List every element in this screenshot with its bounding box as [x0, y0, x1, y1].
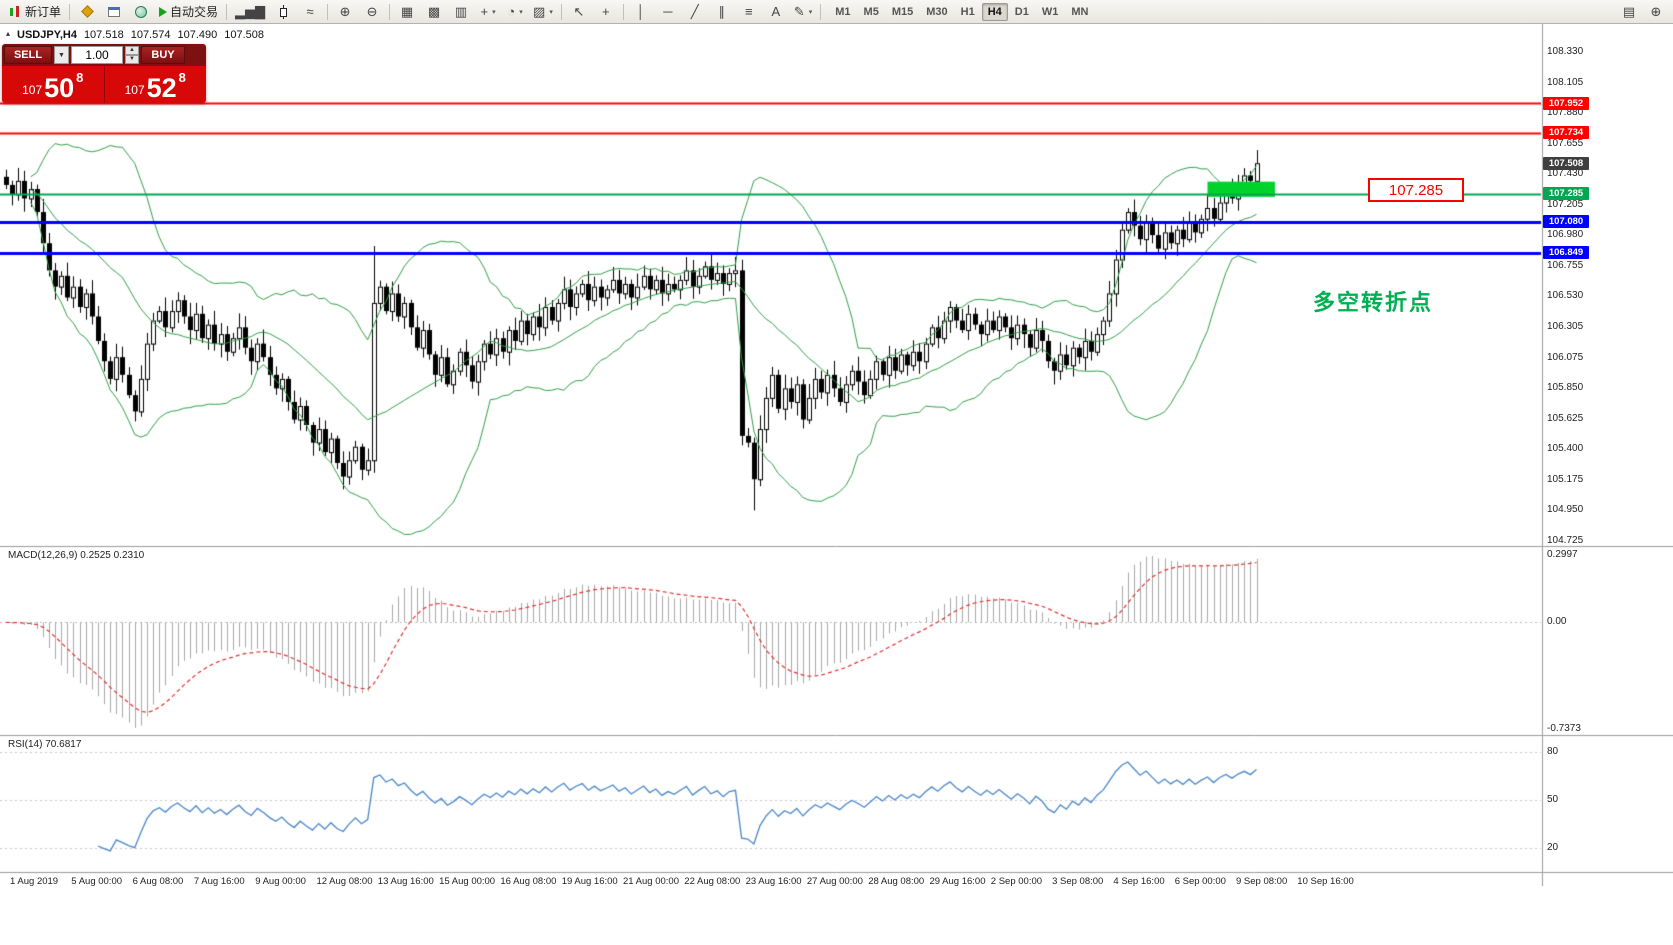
templates-button[interactable]: ▨ ▾: [533, 4, 553, 19]
periods-button[interactable]: ◔ ▾: [507, 4, 523, 19]
timeframe-m15[interactable]: M15: [891, 5, 914, 18]
line-chart-icon[interactable]: ≈: [306, 4, 314, 19]
timeframe-m1[interactable]: M1: [835, 5, 851, 18]
toolbar-separator: [327, 3, 329, 20]
volume-input[interactable]: [71, 46, 123, 64]
timeframe-h4[interactable]: H4: [981, 2, 1008, 21]
zoom-out-icon[interactable]: ⊖: [366, 4, 378, 19]
toolbar-separator: [820, 3, 822, 20]
zoom-in-icon[interactable]: ⊕: [339, 4, 351, 19]
horizontal-line-icon[interactable]: ─: [663, 4, 673, 19]
sell-price-point: 8: [76, 70, 84, 85]
buy-button[interactable]: BUY: [141, 46, 185, 64]
toolbar-separator: [560, 3, 562, 20]
channel-icon[interactable]: ∥: [718, 4, 726, 19]
cascade-windows-icon[interactable]: ▩: [427, 4, 441, 19]
toolbar-separator: [622, 3, 624, 20]
buy-price-point: 8: [178, 70, 186, 85]
autotrading-icon: [159, 6, 168, 17]
trade-panel-controls: SELL ▼ ▲ ▼ BUY: [2, 44, 206, 66]
buy-price-pips: 52: [146, 73, 177, 103]
new-order-icon: [8, 5, 22, 19]
timeframe-group: M1 M5 M15 M30 H1 H4 D1 W1 MN: [829, 2, 1094, 21]
one-click-trading-panel: SELL ▼ ▲ ▼ BUY 107 50 8 107 52 8: [2, 44, 206, 103]
quote-low: 107.490: [177, 29, 218, 41]
symbol-name: USDJPY,H4: [17, 29, 77, 41]
autotrading-button[interactable]: 自动交易: [155, 1, 222, 23]
quote-high: 107.574: [130, 29, 171, 41]
data-window-icon[interactable]: [101, 1, 127, 23]
sell-price-base: 107: [22, 83, 43, 97]
toolbar-separator: [226, 3, 228, 20]
chart-canvas[interactable]: [0, 24, 1673, 945]
volume-spinner: ▲ ▼: [125, 46, 139, 64]
indicators-button[interactable]: + ▾: [480, 4, 496, 19]
trade-panel-prices: 107 50 8 107 52 8: [2, 66, 206, 103]
timeframe-h1[interactable]: H1: [960, 5, 975, 18]
data-window-icon-icon: [108, 6, 121, 17]
collapse-icon[interactable]: ▴: [6, 29, 11, 38]
volume-dropdown[interactable]: ▼: [54, 46, 69, 64]
sell-price-pips: 50: [44, 73, 75, 103]
sell-price[interactable]: 107 50 8: [2, 66, 105, 103]
candlestick-chart-icon-icon: [279, 4, 288, 19]
buy-price[interactable]: 107 52 8: [104, 66, 206, 103]
bar-chart-icon[interactable]: ▂▅▇: [235, 4, 266, 19]
navigator-icon-icon: [135, 5, 148, 18]
navigator-icon[interactable]: [128, 1, 154, 23]
timeframe-d1[interactable]: D1: [1014, 5, 1029, 18]
trendline-icon[interactable]: ╱: [690, 4, 699, 19]
arrange-icon[interactable]: ▥: [454, 4, 468, 19]
toolbar-separator: [69, 3, 71, 20]
macd-indicator-label: MACD(12,26,9) 0.2525 0.2310: [8, 550, 145, 561]
vertical-line-icon[interactable]: │: [636, 4, 645, 19]
fibonacci-icon[interactable]: ≡: [745, 4, 753, 19]
sell-button[interactable]: SELL: [4, 46, 52, 64]
text-tool-icon[interactable]: A: [771, 4, 781, 19]
timeframe-w1[interactable]: W1: [1041, 5, 1059, 18]
timeframe-mn[interactable]: MN: [1071, 5, 1089, 18]
timeframe-m30[interactable]: M30: [926, 5, 948, 18]
market-watch-icon[interactable]: [74, 1, 100, 23]
price-level-label[interactable]: 107.285: [1368, 178, 1464, 202]
timeframe-m5[interactable]: M5: [863, 5, 879, 18]
new-order-button[interactable]: 新订单: [4, 1, 65, 23]
print-icon[interactable]: ▤: [1622, 4, 1636, 19]
buy-price-base: 107: [124, 83, 145, 97]
rsi-indicator-label: RSI(14) 70.6817: [8, 739, 82, 750]
toolbar: 新订单 自动交易 ▂▅▇ ≈ ⊕ ⊖ ▦ ▩ ▥ + ▾ ◔ ▾ ▨ ▾ ↖ + │ ─ ╱ ∥ ≡ A ✎ ▾ M1 M5 M15 M…: [0, 0, 1673, 24]
volume-up-button[interactable]: ▲: [125, 46, 139, 55]
candlestick-chart-icon[interactable]: [270, 1, 296, 23]
zoom-window-icon[interactable]: ⊕: [1650, 4, 1662, 19]
quote-close: 107.508: [224, 29, 264, 41]
tile-windows-icon[interactable]: ▦: [400, 4, 414, 19]
symbol-info: ▴ USDJPY,H4 107.518 107.574 107.490 107.…: [6, 29, 264, 41]
crosshair-icon[interactable]: +: [602, 4, 610, 19]
chart-annotation: 多空转折点: [1313, 290, 1434, 315]
arrows-tool-icon[interactable]: ✎ ▾: [793, 4, 813, 19]
cursor-icon[interactable]: ↖: [573, 4, 585, 19]
quote-open: 107.518: [83, 29, 124, 41]
volume-down-button[interactable]: ▼: [125, 55, 139, 64]
toolbar-separator: [389, 3, 391, 20]
market-watch-icon-icon: [80, 5, 94, 18]
